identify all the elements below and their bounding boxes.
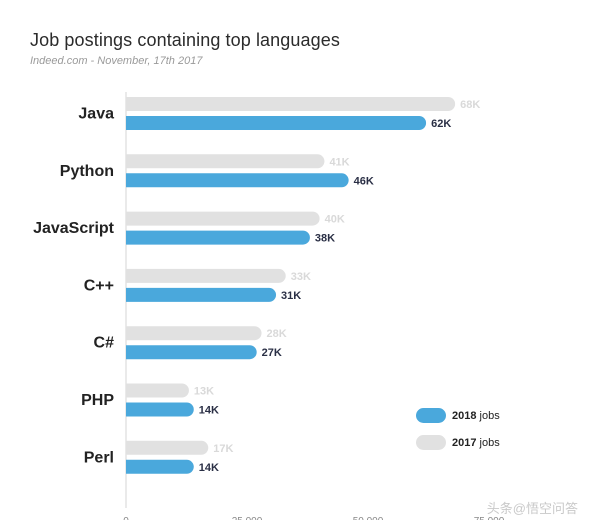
value-label-2017-perl: 17K <box>213 443 233 455</box>
value-label-2017-php: 13K <box>194 386 214 398</box>
value-label-2017-java: 68K <box>460 99 480 111</box>
bar-2017-php <box>126 383 189 398</box>
value-label-2018-c-: 27K <box>262 347 282 359</box>
x-tick-label: 75,000 <box>474 516 505 520</box>
bar-2018-perl <box>126 459 194 474</box>
bar-2018-python <box>126 173 349 188</box>
value-label-2018-javascript: 38K <box>315 233 335 245</box>
legend-label-2017: 2017 jobs <box>452 437 500 449</box>
category-label-php: PHP <box>81 392 114 409</box>
value-label-2017-javascript: 40K <box>325 214 345 226</box>
value-label-2017-c-: 28K <box>267 328 287 340</box>
category-label-python: Python <box>60 163 114 180</box>
category-label-c-: C# <box>94 335 115 352</box>
bar-2017-javascript <box>126 211 320 226</box>
category-label-javascript: JavaScript <box>33 220 115 237</box>
bar-2018-c- <box>126 345 257 360</box>
value-label-2018-c-: 31K <box>281 290 301 302</box>
x-tick-label: 25,000 <box>232 516 263 520</box>
bar-2018-javascript <box>126 230 310 245</box>
category-label-java: Java <box>78 106 114 123</box>
bar-2017-python <box>126 154 325 169</box>
value-label-2018-perl: 14K <box>199 462 219 474</box>
chart-subtitle: Indeed.com - November, 17th 2017 <box>30 55 203 67</box>
value-label-2018-java: 62K <box>431 118 451 130</box>
legend-swatch-2017 <box>416 435 446 450</box>
value-label-2017-c-: 33K <box>291 271 311 283</box>
x-axis-ticks: 0 25,000 50,000 75,000 <box>123 516 505 520</box>
legend-label-2018: 2018 jobs <box>452 410 500 422</box>
chart-title: Job postings containing top languages <box>30 30 340 50</box>
value-label-2018-python: 46K <box>354 175 374 187</box>
bar-2017-c- <box>126 268 286 283</box>
legend-swatch-2018 <box>416 408 446 423</box>
bar-2017-java <box>126 97 456 111</box>
legend: 2018 jobs 2017 jobs <box>416 408 500 450</box>
watermark: 头条@悟空问答 <box>486 501 578 516</box>
bars-layer: Java 68K 62K Python 41K 46K JavaScript 40K 38K C+… <box>33 97 480 474</box>
category-label-perl: Perl <box>84 449 114 466</box>
bar-2018-java <box>126 116 427 130</box>
bar-2018-php <box>126 402 194 417</box>
value-label-2017-python: 41K <box>329 156 349 168</box>
bar-2017-c- <box>126 326 262 341</box>
value-label-2018-php: 14K <box>199 405 219 417</box>
bar-2018-c- <box>126 287 277 302</box>
category-label-c-: C++ <box>84 277 114 294</box>
bar-2017-perl <box>126 440 209 455</box>
x-tick-label: 50,000 <box>353 516 384 520</box>
x-tick-label: 0 <box>123 516 129 520</box>
